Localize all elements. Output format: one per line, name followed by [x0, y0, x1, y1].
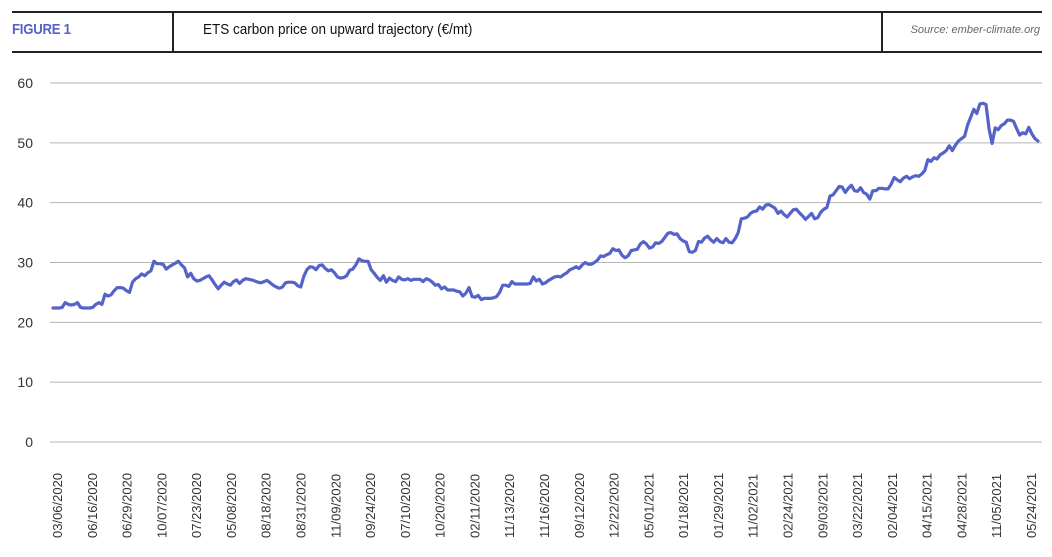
- x-tick-label: 03/22/2021: [850, 473, 865, 538]
- x-tick-label: 10/07/2020: [154, 473, 169, 538]
- x-tick-label: 08/31/2020: [294, 473, 309, 538]
- x-tick-label: 09/12/2020: [572, 473, 587, 538]
- x-tick-label: 07/10/2020: [398, 473, 413, 538]
- gridlines: [50, 82, 1042, 443]
- x-tick-label: 07/23/2020: [189, 473, 204, 538]
- header-divider-right: [881, 11, 883, 52]
- y-axis-ticks: 0 10 20 30 40 50 60: [17, 75, 33, 450]
- x-tick-label: 05/01/2021: [641, 473, 656, 538]
- y-tick-label: 40: [17, 195, 33, 211]
- x-tick-label: 06/16/2020: [85, 473, 100, 538]
- y-tick-label: 20: [17, 314, 33, 330]
- x-tick-label: 02/11/2020: [467, 474, 482, 538]
- header-divider-left: [172, 11, 174, 52]
- x-tick-label: 01/18/2021: [676, 473, 691, 538]
- series-layer: [51, 101, 1040, 310]
- x-tick-label: 11/13/2020: [502, 474, 517, 538]
- header-top-rule: [12, 11, 1042, 13]
- x-tick-label: 11/05/2021: [989, 474, 1004, 538]
- y-tick-label: 10: [17, 374, 33, 390]
- x-tick-label: 02/24/2021: [781, 473, 796, 538]
- x-tick-label: 03/06/2020: [50, 473, 65, 538]
- y-tick-label: 50: [17, 135, 33, 151]
- x-tick-label: 06/29/2020: [120, 473, 135, 538]
- chart-title: ETS carbon price on upward trajectory (€…: [203, 21, 473, 38]
- x-tick-label: 09/24/2020: [363, 473, 378, 538]
- x-tick-label: 10/20/2020: [433, 473, 448, 538]
- figure-label: FIGURE 1: [12, 21, 71, 38]
- x-tick-label: 01/29/2021: [711, 473, 726, 538]
- y-tick-label: 60: [17, 75, 33, 91]
- header-bottom-rule: [12, 51, 1042, 53]
- x-tick-label: 11/16/2020: [537, 474, 552, 538]
- x-tick-label: 08/18/2020: [259, 473, 274, 538]
- source-note: Source: ember-climate.org: [910, 24, 1040, 36]
- x-axis-ticks: 03/06/2020 06/16/2020 06/29/2020 10/07/2020…: [50, 473, 1039, 538]
- x-tick-label: 05/08/2020: [224, 473, 239, 538]
- series-line: [51, 101, 1040, 310]
- x-tick-label: 09/03/2021: [815, 473, 830, 538]
- y-tick-label: 30: [17, 255, 33, 271]
- x-tick-label: 02/04/2021: [885, 473, 900, 538]
- x-tick-label: 11/02/2021: [746, 474, 761, 538]
- x-tick-label: 11/09/2020: [328, 474, 343, 538]
- x-tick-label: 04/15/2021: [920, 473, 935, 538]
- x-tick-label: 04/28/2021: [954, 473, 969, 538]
- x-tick-label: 05/24/2021: [1024, 473, 1039, 538]
- x-tick-label: 12/22/2020: [607, 473, 622, 538]
- y-tick-label: 0: [25, 434, 33, 450]
